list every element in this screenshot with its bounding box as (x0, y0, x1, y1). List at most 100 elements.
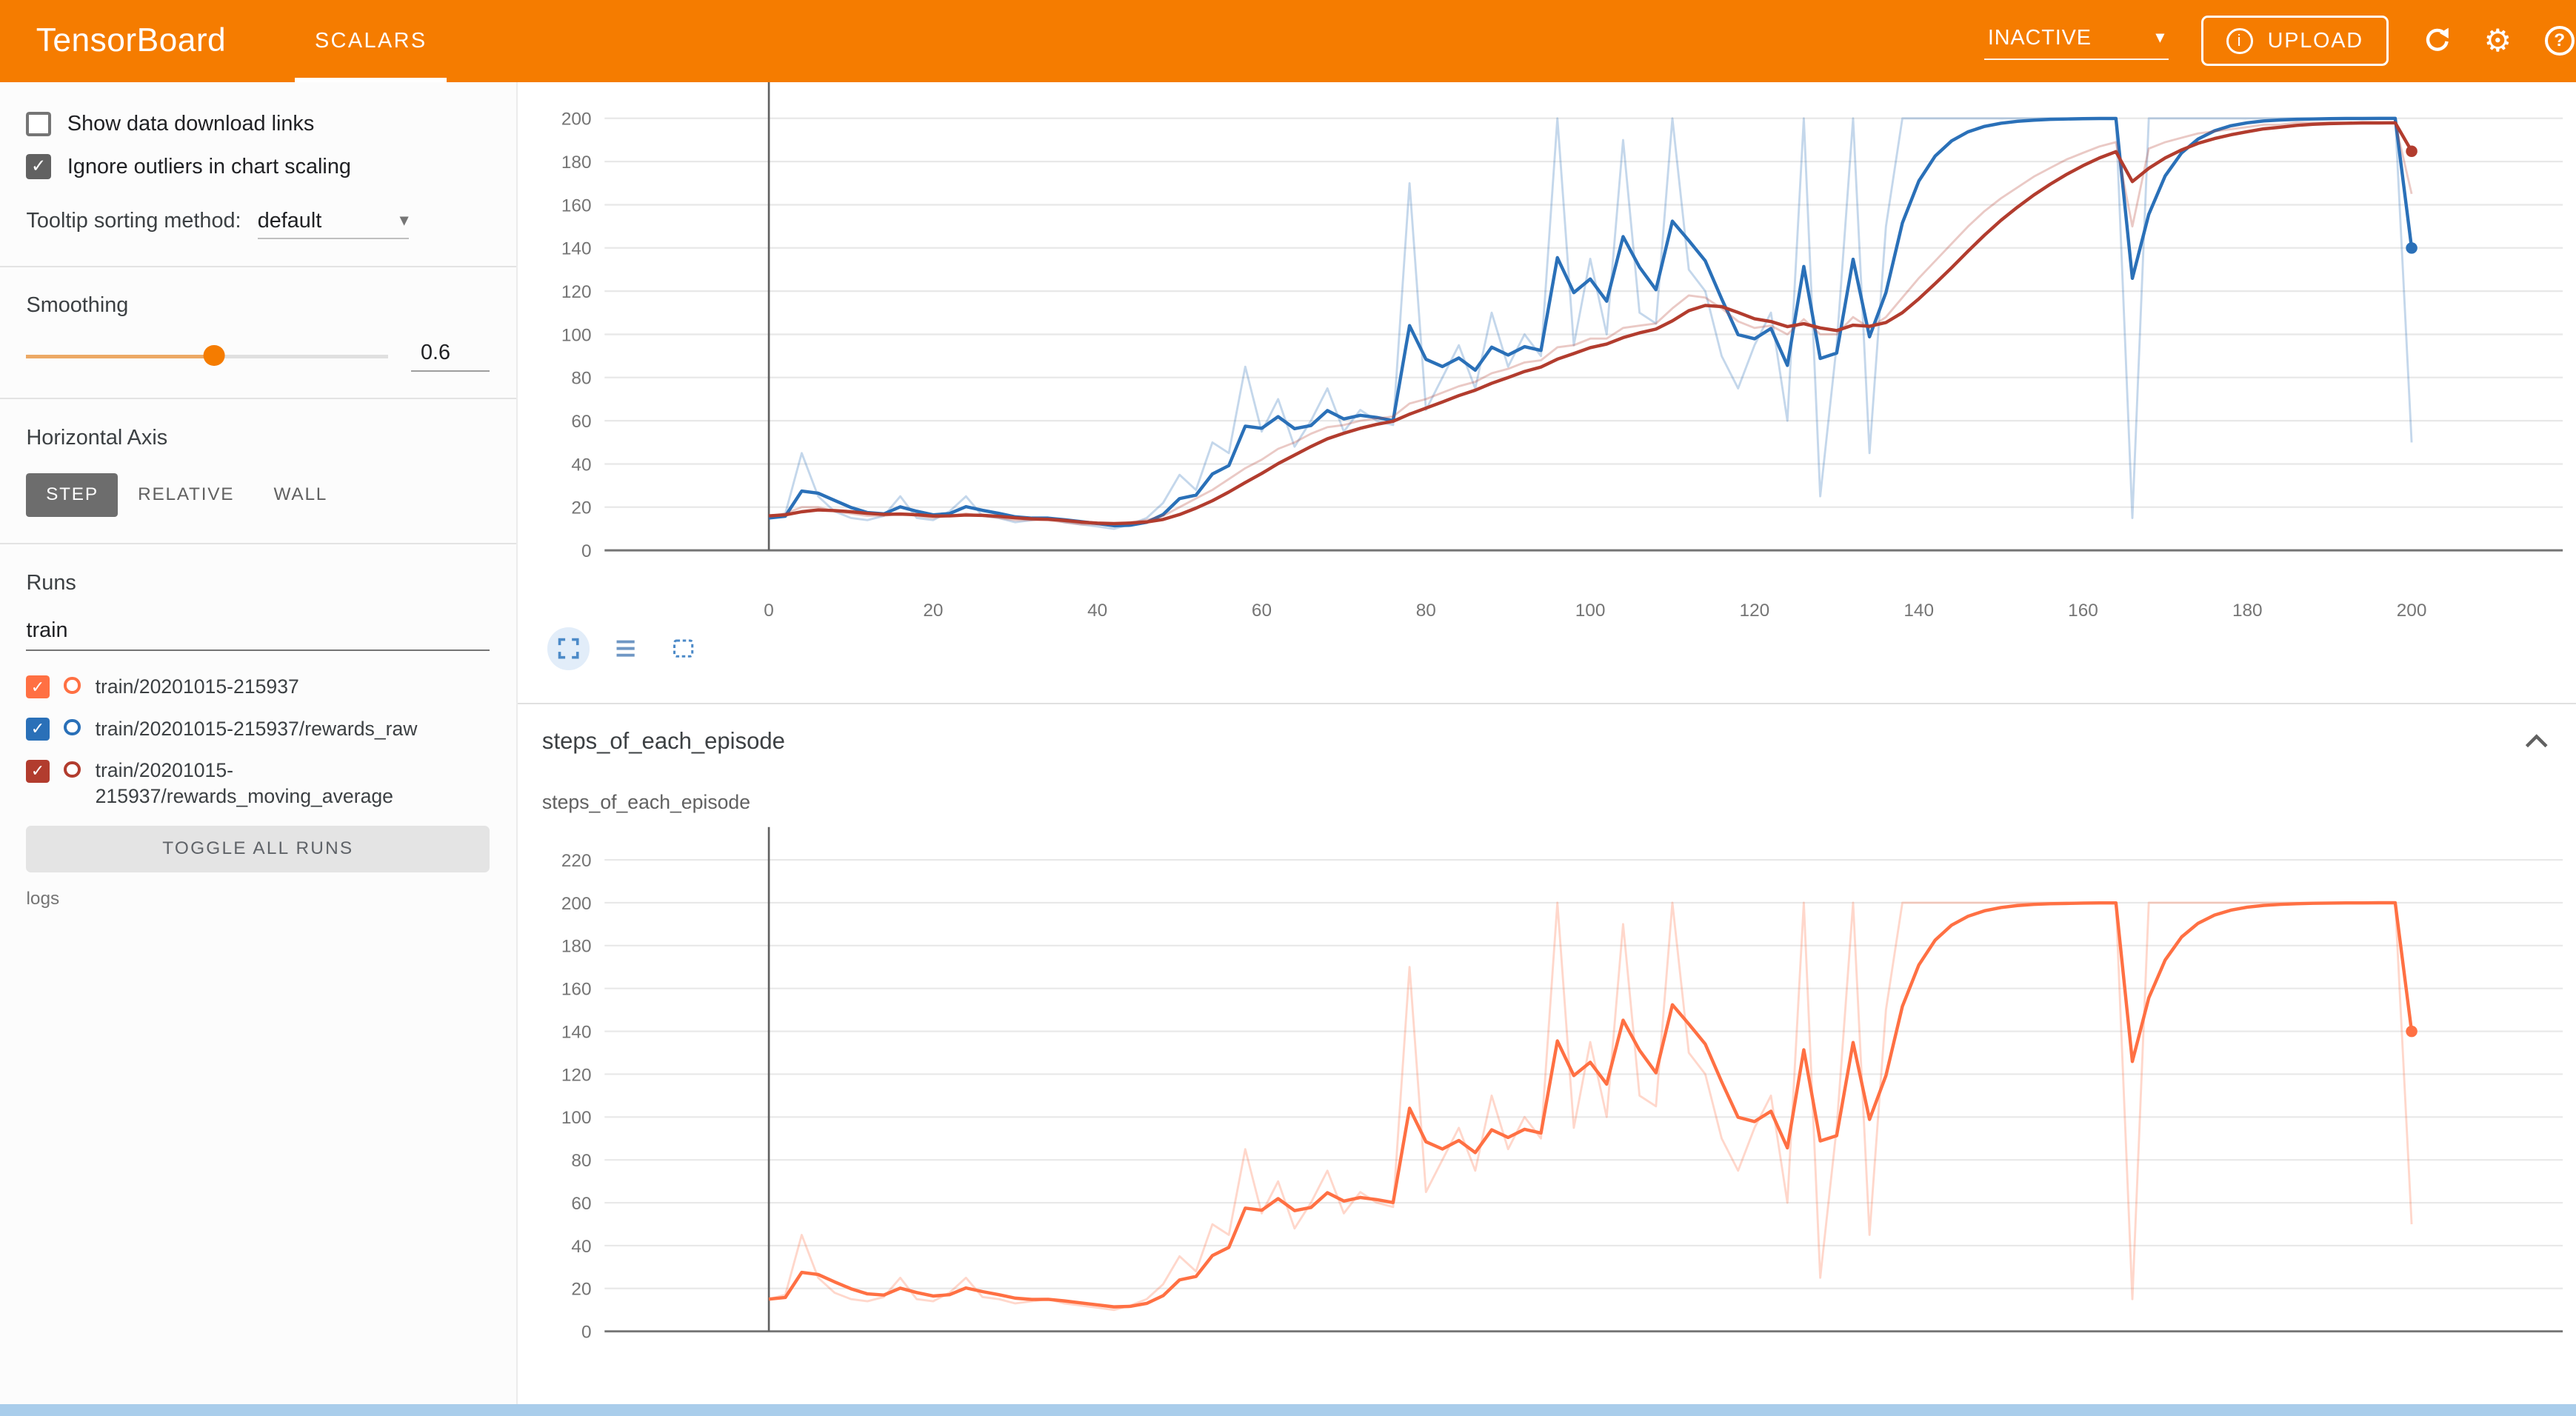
svg-text:60: 60 (1252, 601, 1272, 621)
svg-text:140: 140 (561, 239, 592, 259)
svg-text:80: 80 (571, 1151, 591, 1171)
check-icon: ✓ (30, 719, 45, 738)
run-label: train/20201015-215937/rewards_raw (95, 717, 418, 740)
steps-chart[interactable]: 0 20 40 60 80 100 120 140 160 180 200 220 (542, 814, 2576, 1392)
status-dropdown[interactable]: INACTIVE ▾ (1984, 22, 2169, 60)
horizontal-axis-label: Horizontal Axis (26, 425, 168, 450)
divider (0, 265, 516, 267)
svg-text:60: 60 (571, 1194, 591, 1214)
svg-text:160: 160 (561, 979, 592, 999)
help-icon[interactable]: ? (2544, 26, 2575, 56)
run-color-radio[interactable] (64, 761, 81, 778)
bottom-scroll-strip[interactable] (0, 1404, 2576, 1416)
upload-label: UPLOAD (2267, 28, 2363, 53)
chart-card-title: steps_of_each_episode (541, 790, 751, 813)
svg-text:120: 120 (561, 1065, 592, 1085)
svg-text:220: 220 (561, 851, 592, 871)
section-steps-of-each-episode[interactable]: steps_of_each_episode (518, 704, 2576, 775)
chart-toolbar (547, 627, 2576, 670)
divider (0, 398, 516, 400)
svg-text:200: 200 (561, 110, 592, 130)
app-title: TensorBoard (36, 22, 227, 59)
run-checkbox[interactable]: ✓ (26, 717, 50, 741)
divider (0, 543, 516, 545)
axis-option-relative[interactable]: RELATIVE (138, 484, 235, 505)
tooltip-sorting-row: Tooltip sorting method: default ▾ (26, 209, 490, 240)
divider (517, 703, 2576, 705)
run-color-radio[interactable] (64, 719, 81, 736)
settings-gear-icon[interactable]: ⚙ (2483, 23, 2512, 59)
svg-text:0: 0 (581, 541, 592, 561)
svg-text:100: 100 (1575, 601, 1606, 621)
header-actions: INACTIVE ▾ i UPLOAD ⚙ ? (1984, 16, 2575, 67)
setting-label: Show data download links (67, 111, 315, 136)
smoothing-row: 0.6 (26, 341, 490, 372)
svg-text:40: 40 (1087, 601, 1107, 621)
svg-text:140: 140 (1903, 601, 1934, 621)
run-color-radio[interactable] (64, 677, 81, 694)
slider-thumb[interactable] (203, 344, 225, 367)
svg-text:20: 20 (571, 498, 591, 518)
chevron-down-icon: ▾ (2155, 27, 2166, 47)
axis-option-step[interactable]: STEP (26, 472, 119, 517)
run-label: train/20201015-215937 (95, 675, 299, 698)
app-header: TensorBoard SCALARS INACTIVE ▾ i UPLOAD … (0, 0, 2576, 82)
runs-label: Runs (26, 570, 76, 595)
upload-button[interactable]: i UPLOAD (2201, 16, 2389, 67)
run-checkbox[interactable]: ✓ (26, 759, 50, 783)
run-filter-input[interactable]: train (26, 618, 490, 651)
svg-text:20: 20 (923, 601, 943, 621)
svg-text:100: 100 (561, 325, 592, 345)
svg-text:200: 200 (561, 893, 592, 913)
checkbox-icon[interactable]: ✓ (26, 154, 51, 179)
chevron-up-icon[interactable] (2523, 726, 2549, 756)
run-checkbox[interactable]: ✓ (26, 675, 50, 699)
svg-text:100: 100 (561, 1108, 592, 1128)
checkbox-icon[interactable]: ✓ (26, 111, 51, 137)
info-icon: i (2226, 27, 2253, 55)
smoothing-slider[interactable] (26, 344, 388, 368)
tab-scalars[interactable]: SCALARS (295, 0, 447, 82)
svg-text:180: 180 (561, 153, 592, 173)
svg-text:80: 80 (571, 369, 591, 389)
svg-text:160: 160 (561, 196, 592, 216)
tooltip-sorting-label: Tooltip sorting method: (26, 208, 241, 233)
run-item[interactable]: ✓ train/20201015-215937/rewards_moving_a… (26, 758, 490, 809)
svg-text:0: 0 (581, 1322, 592, 1342)
status-label: INACTIVE (1987, 25, 2092, 50)
smoothing-label: Smoothing (26, 293, 129, 318)
main-panel: 0 20 40 60 80 100 120 140 160 180 200 0 20 40 60 80 100 1… (517, 81, 2576, 1416)
svg-text:180: 180 (2232, 601, 2263, 621)
setting-show-download-links[interactable]: ✓ Show data download links (26, 111, 490, 137)
fullscreen-icon[interactable] (547, 627, 590, 670)
svg-text:40: 40 (571, 1236, 591, 1256)
toggle-all-runs-button[interactable]: TOGGLE ALL RUNS (26, 825, 490, 873)
svg-text:200: 200 (2397, 601, 2427, 621)
horizontal-lines-icon[interactable] (604, 627, 647, 670)
check-icon: ✓ (30, 761, 45, 781)
svg-text:180: 180 (561, 936, 592, 956)
smoothing-value-input[interactable]: 0.6 (410, 341, 490, 372)
settings-sidebar: ✓ Show data download links ✓ Ignore outl… (0, 81, 518, 1416)
svg-text:120: 120 (561, 282, 592, 302)
chevron-down-icon: ▾ (399, 210, 409, 230)
tooltip-sorting-dropdown[interactable]: default ▾ (257, 209, 409, 240)
setting-label: Ignore outliers in chart scaling (67, 154, 351, 178)
svg-text:160: 160 (2068, 601, 2098, 621)
svg-text:40: 40 (571, 455, 591, 475)
section-title: steps_of_each_episode (541, 727, 785, 754)
check-icon: ✓ (30, 156, 47, 176)
fit-domain-icon[interactable] (662, 627, 705, 670)
refresh-icon[interactable] (2421, 26, 2451, 56)
axis-option-wall[interactable]: WALL (273, 484, 328, 505)
svg-text:80: 80 (1416, 601, 1436, 621)
setting-ignore-outliers[interactable]: ✓ Ignore outliers in chart scaling (26, 154, 490, 179)
svg-text:120: 120 (1739, 601, 1769, 621)
run-item[interactable]: ✓ train/20201015-215937/rewards_raw (26, 716, 490, 742)
logs-label: logs (26, 889, 60, 909)
svg-text:20: 20 (571, 1279, 591, 1299)
run-label: train/20201015-215937/rewards_moving_ave… (95, 759, 393, 807)
run-item[interactable]: ✓ train/20201015-215937 (26, 674, 490, 700)
rewards-chart[interactable]: 0 20 40 60 80 100 120 140 160 180 200 0 20 40 60 80 100 1… (542, 81, 2576, 624)
slider-fill (26, 354, 215, 359)
